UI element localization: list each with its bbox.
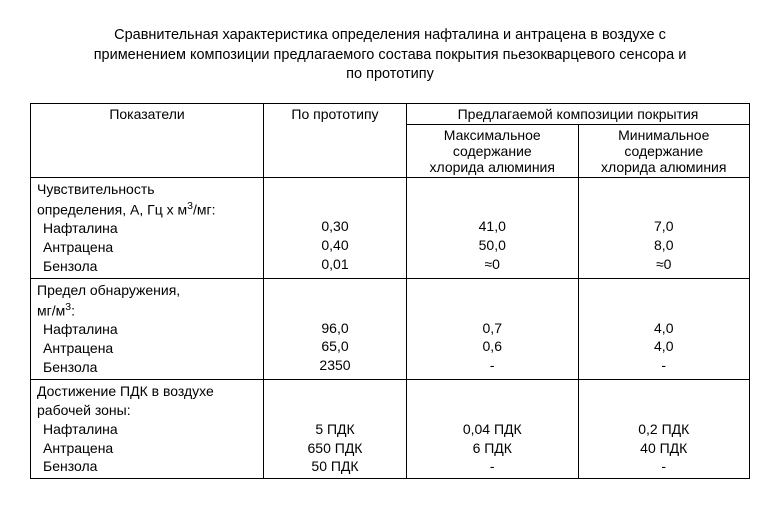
spacer xyxy=(585,199,744,218)
row-name: Нафталина xyxy=(37,420,257,439)
cell-value: 5 ПДК xyxy=(270,420,400,439)
data-table: Показатели По прототипу Предлагаемой ком… xyxy=(30,103,750,480)
spacer xyxy=(585,180,744,199)
group-value-cell: 0,04 ПДК6 ПДК- xyxy=(407,379,579,478)
group-value-cell: 0,70,6- xyxy=(407,278,579,379)
group-label-line: Предел обнаружения, xyxy=(37,281,257,300)
header-min-l3: хлорида алюминия xyxy=(601,159,726,175)
header-min-l2: содержание xyxy=(624,143,703,159)
cell-value: 0,40 xyxy=(270,236,400,255)
spacer xyxy=(270,180,400,199)
spacer xyxy=(585,281,744,300)
cell-value: 2350 xyxy=(270,356,400,375)
spacer xyxy=(585,401,744,420)
spacer xyxy=(270,382,400,401)
table-group-row: Достижение ПДК в воздухерабочей зоны:Наф… xyxy=(31,379,750,478)
spacer xyxy=(413,382,572,401)
row-name: Антрацена xyxy=(37,238,257,257)
spacer xyxy=(413,300,572,319)
cell-value: 41,0 xyxy=(413,217,572,236)
row-name: Бензола xyxy=(37,457,257,476)
cell-value: - xyxy=(585,457,744,476)
spacer xyxy=(585,300,744,319)
cell-value: 4,0 xyxy=(585,319,744,338)
group-label-line: определения, A, Гц х м3/мг: xyxy=(37,199,257,220)
group-value-cell: 0,300,400,01 xyxy=(264,177,407,278)
group-label-line: мг/м3: xyxy=(37,300,257,321)
title-line-1: Сравнительная характеристика определения… xyxy=(114,27,666,43)
table-header-row-1: Показатели По прототипу Предлагаемой ком… xyxy=(31,103,750,124)
row-name: Антрацена xyxy=(37,439,257,458)
cell-value: 4,0 xyxy=(585,337,744,356)
header-proposed: Предлагаемой композиции покрытия xyxy=(407,103,750,124)
group-indicator-cell: Чувствительностьопределения, A, Гц х м3/… xyxy=(31,177,264,278)
cell-value: - xyxy=(413,457,572,476)
group-label-line: Достижение ПДК в воздухе xyxy=(37,382,257,401)
cell-value: 6 ПДК xyxy=(413,439,572,458)
cell-value: 40 ПДК xyxy=(585,439,744,458)
cell-value: 0,30 xyxy=(270,217,400,236)
spacer xyxy=(270,401,400,420)
page-title: Сравнительная характеристика определения… xyxy=(30,26,750,85)
row-name: Нафталина xyxy=(37,320,257,339)
header-min-l1: Минимальное xyxy=(618,127,709,143)
group-value-cell: 7,08,0≈0 xyxy=(578,177,750,278)
table-group-row: Предел обнаружения,мг/м3:НафталинаАнтрац… xyxy=(31,278,750,379)
spacer xyxy=(270,281,400,300)
group-value-cell: 0,2 ПДК40 ПДК- xyxy=(578,379,750,478)
cell-value: - xyxy=(585,356,744,375)
cell-value: - xyxy=(413,356,572,375)
cell-value: 0,6 xyxy=(413,337,572,356)
title-line-3: по прототипу xyxy=(346,66,434,82)
cell-value: ≈0 xyxy=(585,255,744,274)
cell-value: 50,0 xyxy=(413,236,572,255)
spacer xyxy=(413,401,572,420)
spacer xyxy=(270,199,400,218)
header-indicators: Показатели xyxy=(31,103,264,177)
row-name: Антрацена xyxy=(37,339,257,358)
group-value-cell: 5 ПДК650 ПДК50 ПДК xyxy=(264,379,407,478)
header-prototype: По прототипу xyxy=(264,103,407,177)
cell-value: 0,2 ПДК xyxy=(585,420,744,439)
group-label-line: рабочей зоны: xyxy=(37,401,257,420)
group-label-line: Чувствительность xyxy=(37,180,257,199)
group-value-cell: 41,050,0≈0 xyxy=(407,177,579,278)
cell-value: 0,01 xyxy=(270,255,400,274)
group-indicator-cell: Достижение ПДК в воздухерабочей зоны:Наф… xyxy=(31,379,264,478)
title-line-2: применением композиции предлагаемого сос… xyxy=(94,47,687,63)
header-max-l1: Максимальное xyxy=(444,127,541,143)
header-max: Максимальное содержание хлорида алюминия xyxy=(407,124,579,177)
row-name: Бензола xyxy=(37,358,257,377)
cell-value: 0,04 ПДК xyxy=(413,420,572,439)
spacer xyxy=(413,281,572,300)
row-name: Бензола xyxy=(37,257,257,276)
cell-value: 650 ПДК xyxy=(270,439,400,458)
cell-value: ≈0 xyxy=(413,255,572,274)
group-value-cell: 4,04,0- xyxy=(578,278,750,379)
table-group-row: Чувствительностьопределения, A, Гц х м3/… xyxy=(31,177,750,278)
header-max-l3: хлорида алюминия xyxy=(430,159,555,175)
cell-value: 8,0 xyxy=(585,236,744,255)
cell-value: 0,7 xyxy=(413,319,572,338)
cell-value: 7,0 xyxy=(585,217,744,236)
header-min: Минимальное содержание хлорида алюминия xyxy=(578,124,750,177)
group-indicator-cell: Предел обнаружения,мг/м3:НафталинаАнтрац… xyxy=(31,278,264,379)
cell-value: 65,0 xyxy=(270,337,400,356)
spacer xyxy=(413,180,572,199)
spacer xyxy=(270,300,400,319)
spacer xyxy=(585,382,744,401)
cell-value: 50 ПДК xyxy=(270,457,400,476)
row-name: Нафталина xyxy=(37,219,257,238)
header-max-l2: содержание xyxy=(453,143,532,159)
group-value-cell: 96,065,02350 xyxy=(264,278,407,379)
spacer xyxy=(413,199,572,218)
cell-value: 96,0 xyxy=(270,319,400,338)
